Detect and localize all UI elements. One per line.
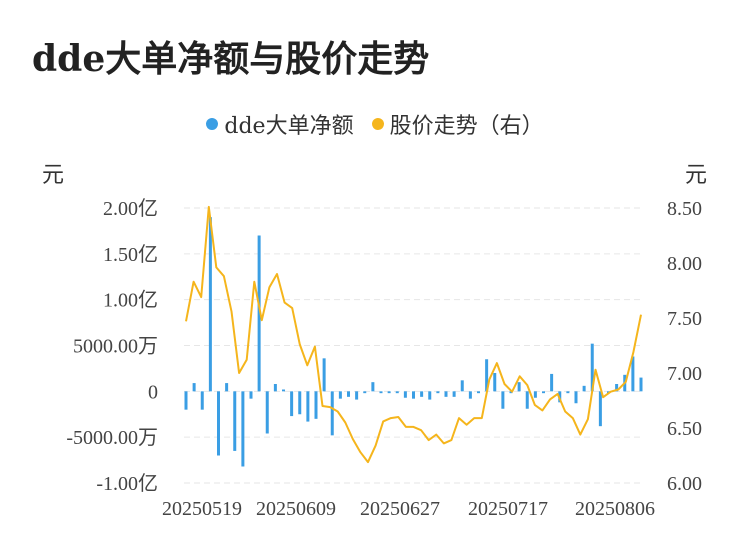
dde-bar — [314, 391, 318, 419]
dde-bar — [403, 391, 407, 398]
y-left-tick-label: 0 — [148, 381, 158, 403]
dde-bar — [355, 391, 359, 400]
dde-bar — [192, 383, 196, 392]
x-tick-label: 20250519 — [162, 498, 242, 520]
chart-title: dde大单净额与股价走势 — [32, 38, 430, 80]
dde-bar — [371, 382, 375, 392]
dde-bar — [338, 391, 342, 399]
dde-bar — [615, 384, 619, 392]
dde-bar — [428, 391, 432, 400]
legend-item-dde[interactable]: dde大单净额 — [206, 108, 354, 140]
dde-bar — [566, 391, 570, 394]
dde-bar — [412, 391, 415, 399]
legend-item-price[interactable]: 股价走势（右） — [371, 108, 544, 140]
dde-bar — [273, 384, 277, 392]
x-tick-label: 20250627 — [360, 498, 440, 520]
dde-bar — [265, 391, 269, 434]
dde-bar — [306, 391, 310, 422]
dde-bar — [582, 385, 586, 392]
dde-bar — [477, 391, 480, 394]
y-left-tick-label: -1.00亿 — [96, 472, 158, 495]
dde-bar — [493, 373, 497, 392]
x-tick-label: 20250609 — [256, 498, 336, 520]
y-right-tick-label: 7.00 — [667, 363, 702, 385]
x-tick-label: 20250806 — [575, 498, 655, 520]
dde-bar — [184, 391, 188, 410]
dde-bar — [550, 373, 554, 392]
dde-bar — [639, 377, 643, 392]
right-axis-unit: 元 — [685, 163, 708, 188]
dde-bar — [387, 391, 391, 394]
dde-bar — [282, 389, 285, 392]
dde-bar — [298, 391, 302, 415]
dde-bar — [542, 391, 545, 394]
dde-bar — [363, 391, 367, 394]
dde-bar — [290, 391, 294, 417]
legend: dde大单净额 股价走势（右） — [0, 108, 750, 140]
x-tick-label: 20250717 — [468, 498, 548, 520]
y-right-tick-label: 7.50 — [667, 308, 702, 330]
dde-bar — [436, 391, 440, 394]
dde-bar — [590, 343, 594, 392]
y-right-tick-label: 6.00 — [667, 473, 702, 495]
dde-bar — [598, 391, 602, 427]
dde-bar — [330, 391, 334, 436]
y-right-tick-label: 8.50 — [667, 198, 702, 220]
y-left-tick-label: 1.00亿 — [103, 289, 158, 312]
dde-bar — [233, 391, 237, 451]
dde-bar — [517, 382, 521, 392]
dde-bar — [225, 383, 229, 392]
dde-bar — [468, 391, 472, 399]
dde-bar — [574, 391, 578, 404]
dde-bar — [249, 391, 253, 399]
y-left-tick-label: 2.00亿 — [103, 197, 158, 220]
dde-bar — [420, 391, 424, 397]
dde-bar — [533, 391, 537, 398]
dde-bar — [444, 391, 448, 397]
dde-bar — [525, 391, 529, 409]
legend-label-price: 股价走势（右） — [389, 114, 544, 139]
y-right-tick-label: 6.50 — [667, 418, 702, 440]
y-left-tick-label: 1.50亿 — [103, 243, 158, 266]
y-right-tick-label: 8.00 — [667, 253, 702, 275]
dde-bar — [322, 358, 326, 392]
dde-bar — [347, 391, 350, 397]
dde-bar — [452, 391, 456, 397]
dde-bar — [460, 380, 464, 392]
dde-bar — [200, 391, 204, 410]
y-left-tick-label: -5000.00万 — [66, 427, 158, 449]
left-axis-unit: 元 — [42, 163, 65, 188]
dde-bar — [257, 235, 261, 392]
dde-bar — [485, 359, 489, 392]
dde-bar — [631, 356, 635, 392]
dde-bar — [501, 391, 505, 409]
dde-bar — [509, 391, 513, 394]
dde-bar — [217, 391, 220, 456]
legend-label-dde: dde大单净额 — [224, 114, 354, 139]
dde-bar — [379, 391, 383, 394]
legend-dot-yellow-icon — [371, 118, 384, 130]
dde-bar — [241, 391, 245, 467]
dde-bar — [208, 217, 212, 392]
dde-bar — [395, 391, 399, 394]
y-left-tick-label: 5000.00万 — [73, 336, 158, 358]
price-line — [185, 205, 642, 464]
legend-dot-blue-icon — [206, 118, 219, 130]
